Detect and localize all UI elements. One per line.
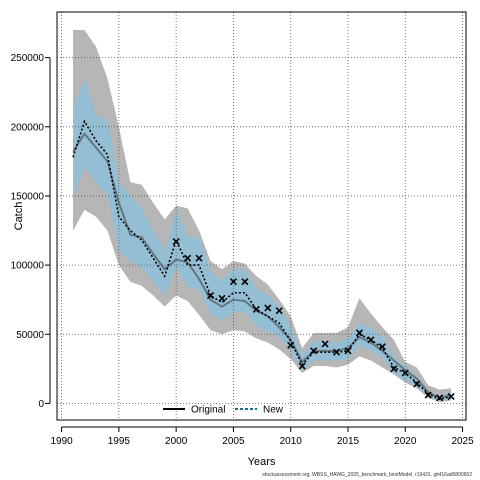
observed-point-stroke (172, 238, 180, 246)
x-tick-label: 2015 (337, 436, 360, 447)
observed-point (229, 278, 237, 286)
observed-point (413, 380, 421, 388)
observed-point-stroke (287, 341, 295, 349)
observed-point (206, 291, 215, 300)
observed-point-stroke (241, 278, 249, 286)
observed-point (252, 305, 260, 313)
observed-point (275, 307, 283, 315)
observed-point-stroke (401, 369, 409, 377)
confidence-bands (73, 29, 452, 403)
y-axis: 0 50000 100000 150000 200000 250000 (11, 53, 51, 410)
observed-markers (172, 238, 455, 402)
x-axis: 1990 1995 2000 2005 2010 2015 2020 2025 (50, 426, 474, 447)
y-tick-label: 150000 (11, 191, 45, 202)
observed-point (298, 362, 306, 370)
observed-point-stroke (298, 362, 306, 370)
observed-point (241, 278, 249, 286)
observed-point (390, 365, 398, 373)
y-tick-label: 200000 (11, 122, 45, 133)
x-tick-label: 2020 (394, 436, 417, 447)
observed-point-stroke (184, 254, 192, 262)
y-axis-title: Catch (13, 202, 25, 231)
y-tick-label: 250000 (11, 53, 45, 64)
observed-point-stroke (424, 391, 432, 399)
grid-lines (57, 12, 466, 420)
observed-point (332, 348, 341, 356)
x-tick-label: 2005 (222, 436, 245, 447)
x-tick-label: 2000 (165, 436, 188, 447)
y-tick-label: 0 (38, 399, 44, 410)
confidence-band-new (73, 78, 452, 401)
legend-label: New (263, 405, 284, 416)
observed-point-stroke (378, 343, 386, 351)
series-lines (72, 119, 452, 401)
observed-point-stroke (413, 380, 421, 388)
x-axis-title: Years (248, 456, 276, 468)
observed-point-stroke (252, 305, 260, 313)
observed-point-stroke (264, 304, 272, 312)
observed-point (436, 394, 444, 402)
observed-point-stroke (355, 329, 364, 337)
observed-point-stroke (218, 294, 226, 302)
observed-point (184, 254, 192, 262)
observed-point (264, 304, 272, 312)
observed-point-stroke (229, 278, 237, 286)
observed-point-stroke (275, 307, 283, 315)
observed-point-stroke (436, 394, 444, 402)
observed-point (367, 336, 375, 344)
x-tick-label: 1990 (50, 436, 73, 447)
observed-point-stroke (206, 291, 215, 300)
observed-point-stroke (195, 254, 203, 262)
series-line-new (72, 119, 452, 401)
legend-label: Original (191, 405, 225, 416)
y-tick-label: 100000 (11, 261, 45, 272)
x-tick-label: 2025 (451, 436, 474, 447)
observed-point (378, 343, 386, 351)
observed-point (218, 294, 226, 302)
y-tick-label: 50000 (16, 330, 44, 341)
observed-point-stroke (367, 336, 375, 344)
observed-point-stroke (332, 348, 341, 356)
observed-point (310, 347, 318, 355)
confidence-band-original (73, 29, 452, 403)
observed-point (401, 369, 409, 377)
observed-point-stroke (321, 340, 329, 348)
observed-point (321, 340, 329, 348)
observed-point-stroke (390, 365, 398, 373)
observed-point (424, 391, 432, 399)
observed-point (287, 341, 295, 349)
observed-point-stroke (344, 347, 352, 355)
footer-caption: stockassessment.org, WBSS_HAWG_2025_benc… (262, 472, 472, 478)
observed-point-stroke (310, 347, 318, 355)
observed-point (355, 329, 364, 337)
observed-point (344, 347, 352, 355)
x-tick-label: 2010 (280, 436, 303, 447)
legend-item-new: New (235, 405, 284, 416)
legend: Original New (163, 405, 284, 416)
x-tick-label: 1995 (108, 436, 131, 447)
observed-point-stroke (447, 392, 455, 401)
observed-point (172, 238, 180, 246)
observed-point (447, 392, 455, 401)
plot-frame (56, 11, 467, 421)
legend-item-original: Original (163, 405, 225, 416)
observed-point (195, 254, 203, 262)
